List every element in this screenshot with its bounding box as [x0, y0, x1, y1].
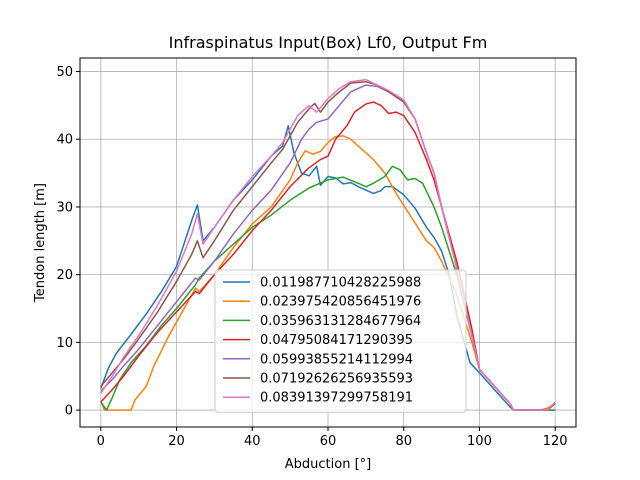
x-tick-label: 80	[395, 434, 412, 449]
legend-label: 0.08391397299758191	[260, 391, 413, 406]
y-tick-label: 0	[65, 404, 73, 419]
legend-label: 0.05993855214112994	[260, 352, 413, 367]
y-tick-label: 30	[56, 200, 73, 215]
y-tick-label: 10	[56, 336, 73, 351]
series-line-7	[100, 78, 556, 411]
y-tick-label: 40	[56, 133, 73, 148]
y-tick-label: 50	[56, 65, 73, 80]
x-tick-label: 0	[97, 434, 105, 449]
legend-box	[214, 269, 467, 413]
x-axis-label: Abduction [°]	[285, 457, 371, 472]
legend-label: 0.011987710428225988	[260, 276, 421, 291]
legend-label: 0.04795084171290395	[260, 333, 413, 348]
legend-label: 0.023975420856451976	[260, 295, 421, 310]
x-tick-label: 60	[320, 434, 337, 449]
x-tick-label: 120	[543, 434, 568, 449]
y-axis-label: Tendon length [m]	[33, 183, 48, 303]
y-tick-label: 20	[56, 268, 73, 283]
x-tick-label: 100	[467, 434, 492, 449]
x-tick-label: 40	[244, 434, 261, 449]
legend-label: 0.07192626256935593	[260, 372, 413, 387]
series-line-4	[100, 101, 556, 411]
x-tick-label: 20	[168, 434, 185, 449]
grid	[80, 58, 576, 427]
legend-label: 0.035963131284677964	[260, 314, 421, 329]
legend: 0.011987710428225988 0.023975420856451976…	[214, 269, 467, 413]
chart-title: Infraspinatus Input(Box) Lf0, Output Fm	[169, 33, 488, 52]
axis-ticks: 0 20 40 60 80 100 120 0 10 20 30 40 50	[56, 65, 567, 449]
